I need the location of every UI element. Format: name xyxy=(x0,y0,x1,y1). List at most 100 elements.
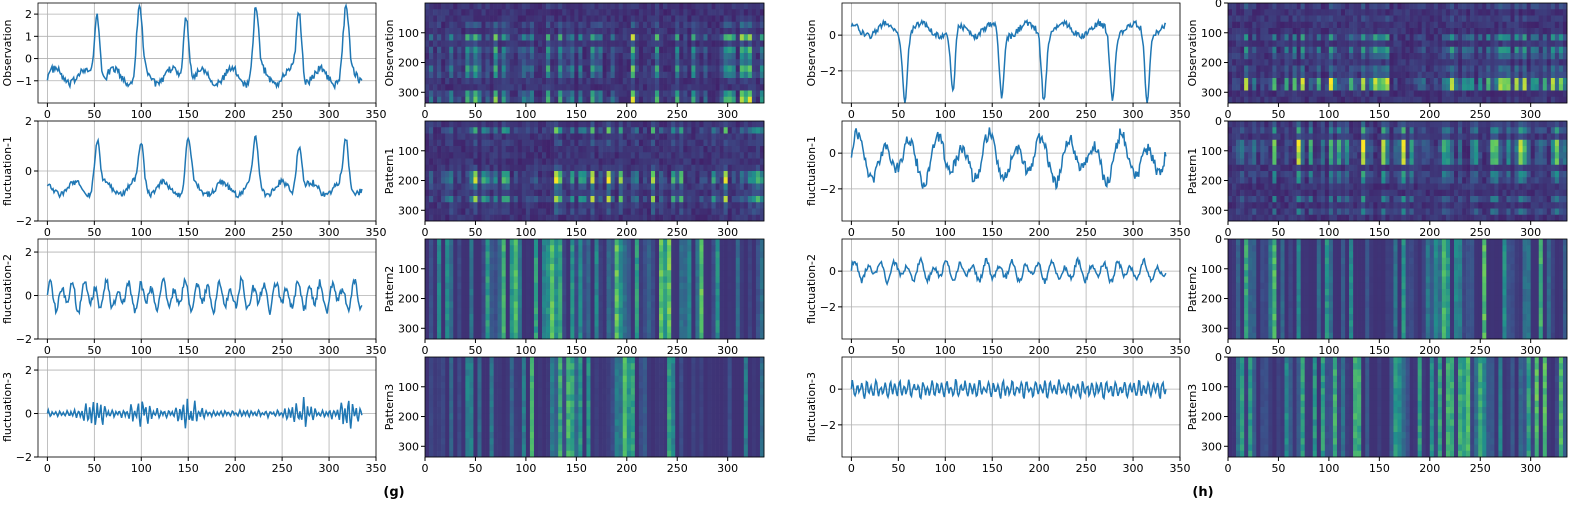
heatmap-cell xyxy=(517,394,523,402)
heatmap-cell xyxy=(453,214,458,222)
heatmap-cell xyxy=(429,158,434,166)
heatmap-cell xyxy=(606,357,611,364)
heatmap-cell xyxy=(469,257,474,265)
heatmap-cell xyxy=(469,202,474,209)
heatmap-cell xyxy=(638,53,644,60)
heatmap-cell xyxy=(433,289,438,296)
axes-frame xyxy=(37,356,377,458)
heatmap-cell xyxy=(473,251,478,259)
x-tick-label: 250 xyxy=(272,344,293,357)
heatmap-cell xyxy=(509,251,515,259)
heatmap-cell xyxy=(525,314,531,321)
heatmap-cell xyxy=(695,34,700,41)
x-tick-label: 200 xyxy=(225,344,246,357)
heatmap-cell xyxy=(638,164,644,172)
heatmap-cell xyxy=(469,139,474,147)
heatmap-cell xyxy=(521,208,527,216)
heatmap-cell xyxy=(457,289,462,296)
heatmap-cell xyxy=(429,121,434,128)
heatmap-cell xyxy=(469,245,474,252)
heatmap-cell xyxy=(465,28,470,35)
heatmap-cell xyxy=(473,28,478,35)
heatmap-cell xyxy=(723,15,728,23)
heatmap-cell xyxy=(715,314,720,321)
heatmap-cell xyxy=(671,71,676,79)
heatmap-cell xyxy=(691,276,696,284)
heatmap-cell xyxy=(626,164,632,172)
heatmap-cell xyxy=(509,40,515,48)
heatmap-cell xyxy=(598,202,603,209)
heatmap-cell xyxy=(622,164,628,172)
heatmap-cell xyxy=(425,90,430,98)
heatmap-cell xyxy=(602,59,607,66)
heatmap-cell xyxy=(759,34,765,41)
heatmap-cell xyxy=(610,189,615,197)
heatmap-cell xyxy=(485,388,490,395)
heatmap-cell xyxy=(735,295,741,302)
heatmap-cell xyxy=(558,71,563,79)
heatmap-cell xyxy=(513,15,519,23)
heatmap-cell xyxy=(723,202,728,209)
heatmap-cell xyxy=(445,96,450,104)
heatmap-cell xyxy=(574,65,579,73)
heatmap-cell xyxy=(659,46,664,54)
heatmap-cell xyxy=(542,65,547,73)
heatmap-cell xyxy=(562,9,567,16)
heatmap-cell xyxy=(457,127,462,134)
heatmap-cell xyxy=(445,214,450,222)
heatmap-cell xyxy=(663,394,668,402)
heatmap-cell xyxy=(626,65,632,73)
heatmap-cell xyxy=(622,382,628,389)
heatmap-cell xyxy=(727,282,733,290)
heatmap-cell xyxy=(485,71,490,79)
heatmap-cell xyxy=(574,177,579,184)
heatmap-cell xyxy=(630,71,636,79)
heatmap-cell xyxy=(630,264,636,271)
heatmap-cell xyxy=(707,239,712,246)
heatmap-cell xyxy=(493,295,498,302)
heatmap-cell xyxy=(699,133,704,141)
heatmap-cell xyxy=(437,46,442,54)
heatmap-cell xyxy=(695,239,700,246)
heatmap-cell xyxy=(546,375,551,383)
heatmap-cell xyxy=(667,363,672,370)
heatmap-cell xyxy=(707,152,712,159)
heatmap-cell xyxy=(594,369,599,377)
heatmap-cell xyxy=(445,369,450,377)
heatmap-cell xyxy=(437,146,442,153)
axes-frame xyxy=(37,2,377,104)
heatmap-cell xyxy=(525,96,531,104)
heatmap-cell xyxy=(546,407,551,414)
heatmap-cell xyxy=(614,146,620,153)
heatmap-cell xyxy=(626,369,632,377)
heatmap-cell xyxy=(687,59,692,66)
heatmap-cell xyxy=(453,34,458,41)
heatmap-cell xyxy=(461,133,466,141)
heatmap-cell xyxy=(634,239,640,246)
heatmap-cell xyxy=(646,314,652,321)
heatmap-cell xyxy=(501,164,507,172)
heatmap-cell xyxy=(461,3,466,10)
heatmap-cell xyxy=(655,202,660,209)
heatmap-cell xyxy=(602,46,607,54)
heatmap-cell xyxy=(505,369,511,377)
heatmap-cell xyxy=(493,400,498,408)
heatmap-cell xyxy=(715,245,720,252)
heatmap-cell xyxy=(675,196,680,203)
heatmap-cell xyxy=(493,171,498,178)
heatmap-cell xyxy=(642,171,648,178)
heatmap-cell xyxy=(683,251,688,259)
heatmap-cell xyxy=(755,289,761,296)
heatmap-cell xyxy=(449,382,454,389)
heatmap-cell xyxy=(533,152,539,159)
heatmap-cell xyxy=(429,177,434,184)
heatmap-cell xyxy=(675,363,680,370)
heatmap-cell xyxy=(497,264,502,271)
heatmap-cell xyxy=(622,196,628,203)
heatmap-cell xyxy=(465,9,470,16)
heatmap-cell xyxy=(509,326,515,334)
heatmap-cell xyxy=(622,363,628,370)
heatmap-cell xyxy=(735,139,741,147)
heatmap-cell xyxy=(558,133,563,141)
heatmap-cell xyxy=(731,394,737,402)
